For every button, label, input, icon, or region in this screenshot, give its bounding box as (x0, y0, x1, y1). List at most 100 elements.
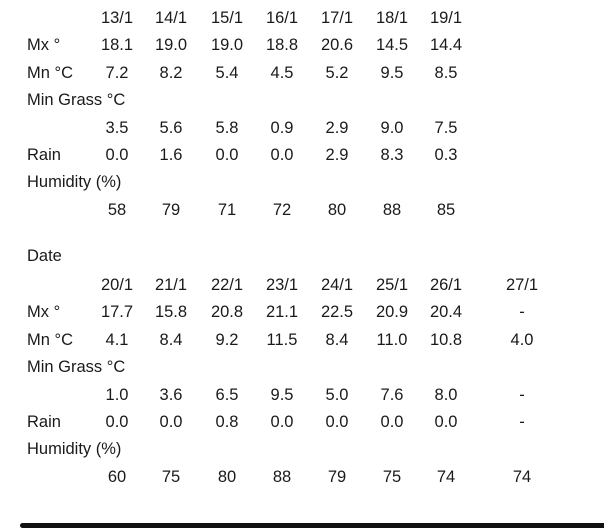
humidity-cell: 80 (217, 467, 237, 486)
mx-cell: 18.1 (100, 36, 134, 55)
grass-cell: 2.9 (325, 118, 349, 137)
grass-cell: 5.6 (159, 118, 183, 137)
section-heading: Date (27, 247, 62, 265)
grass-cell: 5.0 (325, 385, 349, 404)
dates-cell: 26/1 (429, 276, 463, 294)
mn-cell: 8.5 (434, 63, 458, 82)
dates-cell: 13/1 (100, 9, 134, 27)
rain-cell: 2.9 (325, 146, 349, 164)
grass-cell: 9.5 (270, 385, 294, 404)
mn-cell: 5.4 (215, 63, 239, 82)
humidity-cell: 58 (107, 200, 127, 219)
rain-cell: 8.3 (380, 146, 404, 164)
mn-cell: 10.8 (429, 330, 463, 349)
humidity-cell: 79 (161, 200, 181, 219)
mx-cell: 20.4 (429, 303, 463, 322)
grass-cell: 9.0 (380, 118, 404, 137)
humidity-cell: 85 (436, 200, 456, 219)
mx-cell: 15.8 (154, 303, 188, 322)
mx-cell: 18.8 (265, 36, 299, 55)
rain-cell: 0.0 (215, 146, 239, 164)
dates-cell: 22/1 (210, 276, 244, 294)
mx-cell: 17.7 (100, 303, 134, 322)
row-label: Mn °C (27, 63, 74, 82)
humidity-cell: 72 (272, 200, 292, 219)
dates-cell: 18/1 (375, 9, 409, 27)
mn-cell: 4.0 (510, 330, 534, 349)
mn-cell: 9.2 (215, 330, 239, 349)
row-label: Mx ° (27, 303, 61, 322)
mn-cell: 5.2 (325, 63, 349, 82)
dates-cell: 15/1 (210, 9, 244, 27)
row-label: Min Grass °C (27, 358, 126, 377)
mx-cell: 19.0 (154, 36, 188, 55)
mx-cell: 22.5 (320, 303, 354, 322)
rain-cell: 0.0 (105, 146, 129, 164)
dates-cell: 23/1 (265, 276, 299, 294)
dates-cell: 14/1 (154, 9, 188, 27)
rain-cell: 0.0 (325, 413, 349, 431)
mx-cell: 14.4 (429, 36, 463, 55)
row-label: Mn °C (27, 330, 74, 349)
mx-cell: 21.1 (265, 303, 299, 322)
row-label: Rain (27, 413, 61, 431)
dates-cell: 20/1 (100, 276, 134, 294)
rain-cell: 0.0 (380, 413, 404, 431)
mx-cell: 20.6 (320, 36, 354, 55)
humidity-cell: 60 (107, 467, 127, 486)
mx-cell: 14.5 (375, 36, 409, 55)
humidity-cell: 74 (436, 467, 456, 486)
mx-cell: - (519, 303, 525, 322)
rain-cell: 1.6 (159, 146, 183, 164)
humidity-cell: 75 (382, 467, 402, 486)
mn-cell: 11.5 (266, 330, 298, 349)
mx-cell: 20.8 (210, 303, 244, 322)
humidity-cell: 80 (327, 200, 347, 219)
mn-cell: 9.5 (380, 63, 404, 82)
grass-cell: 6.5 (215, 385, 239, 404)
mn-cell: 4.1 (105, 330, 129, 349)
mn-cell: 8.4 (159, 330, 183, 349)
rain-cell: 0.8 (215, 413, 239, 431)
grass-cell: - (519, 385, 525, 404)
humidity-cell: 74 (512, 467, 532, 486)
dates-cell: 27/1 (505, 276, 539, 294)
dates-cell: 16/1 (265, 9, 299, 27)
grass-cell: 7.5 (434, 118, 458, 137)
grass-cell: 7.6 (380, 385, 404, 404)
grass-cell: 5.8 (215, 118, 239, 137)
mn-cell: 8.2 (159, 63, 183, 82)
dates-cell: 24/1 (320, 276, 354, 294)
grass-cell: 1.0 (105, 385, 129, 404)
rain-cell: 0.0 (434, 413, 458, 431)
mn-cell: 8.4 (325, 330, 349, 349)
mn-cell: 4.5 (270, 63, 294, 82)
rain-cell: - (519, 413, 525, 431)
rain-cell: 0.0 (270, 146, 294, 164)
row-label: Rain (27, 146, 61, 164)
mn-cell: 11.0 (376, 330, 408, 349)
humidity-cell: 79 (327, 467, 347, 486)
mx-cell: 20.9 (375, 303, 409, 322)
dates-cell: 25/1 (375, 276, 409, 294)
grass-cell: 8.0 (434, 385, 458, 404)
dates-cell: 17/1 (320, 9, 354, 27)
grass-cell: 3.6 (159, 385, 183, 404)
row-label: Humidity (%) (27, 173, 122, 192)
dates-cell: 19/1 (429, 9, 463, 27)
humidity-cell: 88 (272, 467, 292, 486)
rain-cell: 0.0 (159, 413, 183, 431)
row-label: Min Grass °C (27, 91, 126, 110)
rain-cell: 0.3 (434, 146, 458, 164)
dates-cell: 21/1 (154, 276, 188, 294)
rain-cell: 0.0 (105, 413, 129, 431)
rain-cell: 0.0 (270, 413, 294, 431)
row-label: Humidity (%) (27, 440, 122, 459)
bottom-rule (20, 523, 604, 528)
mx-cell: 19.0 (210, 36, 244, 55)
grass-cell: 3.5 (105, 118, 129, 137)
grass-cell: 0.9 (270, 118, 294, 137)
row-label: Mx ° (27, 36, 61, 55)
humidity-cell: 71 (217, 200, 237, 219)
humidity-cell: 88 (382, 200, 402, 219)
